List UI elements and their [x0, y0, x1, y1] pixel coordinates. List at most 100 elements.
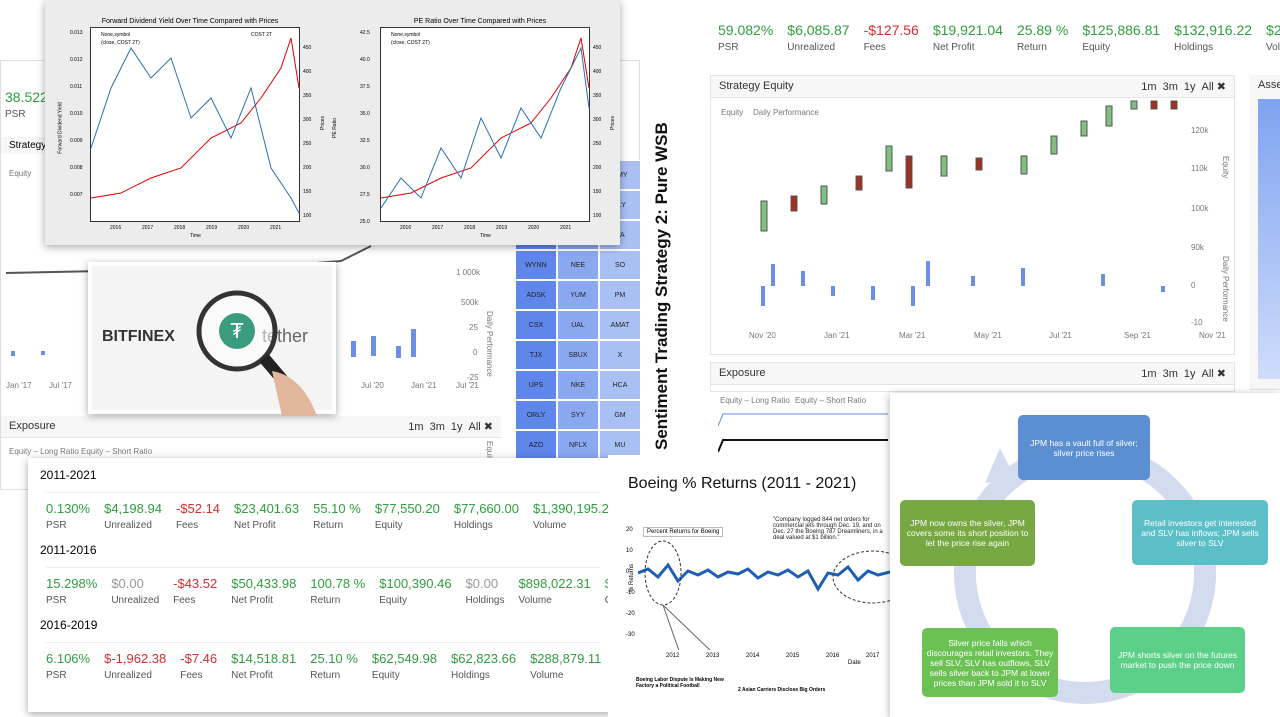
range[interactable]: 1m [408, 421, 424, 433]
dividend-charts: Forward Dividend Yield Over Time Compare… [45, 0, 620, 245]
stat: $-1,962.38 Unrealized [104, 651, 166, 681]
stat-label: Holdings [1174, 42, 1214, 53]
bitfinex-logo: BITFINEX [102, 328, 175, 345]
x-tick: Jul '21 [1049, 331, 1072, 340]
panel-title: Exposure [719, 367, 766, 379]
y-tick: 500k [461, 298, 479, 307]
heatmap-cell: CSX [515, 310, 557, 340]
chart_0-lines [90, 37, 300, 214]
y2-tick: 450 [593, 45, 602, 51]
stat-label: Holdings [465, 595, 505, 606]
exposure-header: Exposure 1m 3m 1y All ✖ [1, 416, 501, 438]
perf-bars [11, 329, 416, 358]
strategy-header: Strategy [1, 137, 46, 154]
stat-label: Unrealized [104, 670, 152, 681]
y-tick: 0.009 [70, 138, 83, 144]
stat-value: $23,401.63 [234, 501, 300, 516]
y-tick: 0.011 [70, 84, 83, 90]
range[interactable]: 1m [1141, 81, 1157, 93]
y-tick: 20 [626, 527, 633, 533]
range[interactable]: 3m [429, 421, 445, 433]
stat-label: Unrealized [104, 520, 152, 531]
stat: $2 Volu [1266, 22, 1280, 53]
legend: Equity – Long Ratio [720, 396, 790, 405]
stat: 25.10 % Return [310, 651, 358, 681]
y-tick: 42.5 [360, 30, 370, 36]
x-tick: 2020 [528, 225, 540, 231]
y2-tick: 200 [303, 165, 312, 171]
y2-tick: 150 [303, 189, 312, 195]
stat-label: PSR [46, 595, 67, 606]
y2-tick: 400 [303, 69, 312, 75]
x-tick: Nov '20 [749, 331, 776, 340]
asset-bar [1258, 99, 1280, 379]
stat-label: Equity [1082, 42, 1111, 53]
period-title: 2011-2016 [40, 543, 97, 557]
stat-label: Equity [379, 595, 408, 606]
stat-label: Net Profit [234, 520, 276, 531]
heatmap-cell: YUM [557, 280, 599, 310]
x-tick: 2016 [110, 225, 122, 231]
x-tick: 2013 [706, 653, 720, 659]
heatmap-cell: UPS [515, 370, 557, 400]
stat-label: Holdings [453, 520, 493, 531]
stat: $62,823.66 Holdings [451, 651, 516, 681]
perf-bars [761, 261, 1165, 306]
stat-value: 25.89 % [1016, 22, 1069, 38]
stat-value: $898,022.31 [518, 576, 591, 591]
range[interactable]: All [468, 421, 481, 433]
stat-label: Net Profit [231, 670, 273, 681]
stat-value: 59.082% [718, 22, 774, 38]
range[interactable]: 3m [1162, 368, 1178, 380]
panel-title: Strategy Equity [719, 80, 794, 92]
y-tick: 32.5 [360, 138, 370, 144]
range[interactable]: 1y [450, 421, 463, 433]
equity-header: Strategy Equity 1m 3m 1y All ✖ [711, 76, 1234, 98]
y-tick: 25.0 [360, 219, 370, 225]
psr-label: PSR [5, 109, 26, 120]
annotation: "Company logged 844 net orders for comme… [773, 517, 883, 541]
stat-label: Net Profit [231, 595, 273, 606]
stat: $50,433.98 Net Profit [231, 576, 296, 606]
range[interactable]: 1y [1183, 368, 1196, 380]
range[interactable]: 1y [1183, 81, 1196, 93]
stat-value: -$43.52 [173, 576, 218, 591]
stat: -$7.46 Fees [180, 651, 217, 681]
stat-value: $19,921.04 [932, 22, 1003, 38]
stat-value: $-1,962.38 [104, 651, 167, 666]
cycle-node: JPM now owns the silver, JPM covers some… [900, 500, 1035, 566]
y2-axis-label: Prices [319, 116, 326, 130]
y-tick: -30 [626, 632, 635, 638]
range[interactable]: 3m [1162, 81, 1178, 93]
stat-value: $100,390.46 [379, 576, 452, 591]
range[interactable]: All [1201, 368, 1214, 380]
y-tick: 0 [626, 569, 630, 575]
x-tick: Jan '21 [411, 381, 437, 390]
stat-label: Volume [518, 595, 552, 606]
x-tick: Sep '21 [1124, 331, 1151, 340]
x-tick: 2017 [866, 653, 880, 659]
stat-value: $62,549.98 [371, 651, 437, 666]
legend: COST 2T [251, 32, 273, 38]
range[interactable]: All [1201, 81, 1214, 93]
y-tick: 0.008 [70, 165, 83, 171]
stat: $77,550.20 Equity [375, 501, 440, 531]
chart-title: PE Ratio Over Time Compared with Prices [413, 18, 547, 25]
stat: $6,085.87 Unrealized [787, 22, 849, 53]
cycle-node: JPM has a vault full of silver; silver p… [1018, 415, 1150, 480]
stat-value: $50,433.98 [231, 576, 297, 591]
boeing-chart: Boeing % Returns (2011 - 2021) Percent R… [608, 455, 890, 717]
heatmap-cell: NFLX [557, 430, 599, 460]
stat-label: Fees [863, 42, 886, 53]
stat: $14,518.81 Net Profit [231, 651, 296, 681]
legend: Daily Performance [753, 108, 819, 117]
x-tick: 2016 [400, 225, 412, 231]
legend: (close, COST 2T) [101, 40, 140, 46]
stat: $288,879.11 Volume [530, 651, 601, 681]
x-tick: 2021 [270, 225, 282, 231]
y-tick: 90k [1191, 243, 1204, 252]
range[interactable]: 1m [1141, 368, 1157, 380]
stat-value: $4,198.94 [104, 501, 162, 516]
exposure-title: Exposure [9, 420, 56, 432]
